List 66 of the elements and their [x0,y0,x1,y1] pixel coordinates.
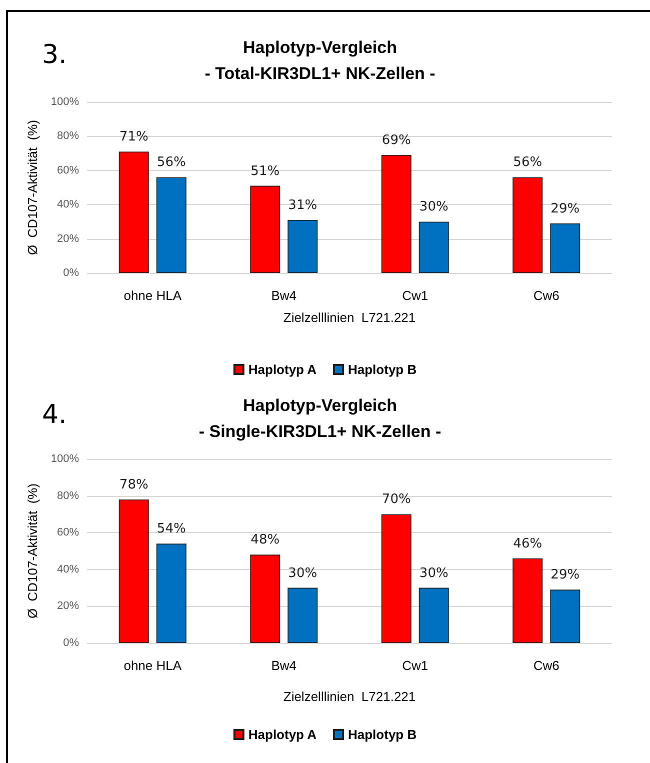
bar [550,590,580,643]
x-tick-label: Cw1 [402,288,428,303]
data-label: 71% [119,130,148,145]
data-label: 48% [250,532,280,548]
bar [381,155,412,273]
data-label: 29% [550,201,580,216]
data-label: 30% [419,200,448,215]
y-axis-title: Ø CD107-Aktivität (%) [25,483,40,619]
legend-label: Haplotyp A [248,727,318,742]
data-label: 29% [550,568,580,583]
bar [288,220,318,273]
data-label: 30% [419,566,448,581]
y-tick-label: 40% [56,198,80,211]
bar [118,152,149,273]
data-label: 78% [119,477,148,492]
chart-subtitle: - Total-KIR3DL1+ NK-Zellen - [204,64,436,83]
x-tick-label: Bw4 [271,658,297,673]
y-tick-label: 40% [56,563,80,576]
y-tick-label: 100% [50,453,80,465]
x-axis-title: Zielzelllinien L721.221 [283,689,416,704]
y-tick-label: 60% [56,526,80,539]
chart-subtitle: - Single-KIR3DL1+ NK-Zellen - [198,422,442,441]
data-label: 56% [513,155,542,170]
bar [156,544,186,643]
text: 3. [42,40,67,70]
x-tick-label: Bw4 [271,288,297,303]
data-label: 70% [382,492,411,508]
legend-label: Haplotyp B [348,362,417,377]
text: 4. [42,400,67,430]
bar [156,177,186,273]
bar [550,223,580,273]
bar [381,514,412,643]
chart-title: Haplotyp-Vergleich [243,38,397,57]
x-tick-label: Cw1 [402,658,428,673]
bar [512,177,543,273]
x-tick-label: Cw6 [533,288,560,303]
y-tick-label: 80% [56,490,80,502]
y-tick-label: 80% [56,130,80,142]
data-label: 69% [382,133,411,148]
chart-title: Haplotyp-Vergleich [243,396,397,415]
y-tick-label: 0% [63,267,80,279]
bar [512,558,543,643]
bar [250,186,280,273]
y-tick-label: 0% [63,637,80,649]
y-tick-label: 100% [50,96,80,108]
bar [418,588,449,643]
data-label: 54% [156,522,186,537]
bar [288,588,318,643]
data-label: 46% [513,536,542,552]
legend-label: Haplotyp B [348,727,417,742]
data-label: 31% [288,198,318,213]
x-axis-title: Zielzelllinien L721.221 [283,310,416,325]
bar [250,554,280,643]
y-tick-label: 20% [56,600,80,612]
x-tick-label: ohne HLA [124,288,182,303]
legend-label: Haplotyp A [248,362,318,377]
bar [418,222,449,273]
y-tick-label: 60% [56,164,80,176]
data-label: 30% [288,566,318,581]
bar [118,499,149,643]
y-axis-title: Ø CD107-Aktivität (%) [25,120,40,256]
y-tick-label: 20% [56,232,80,245]
x-tick-label: Cw6 [533,658,560,673]
x-tick-label: ohne HLA [124,658,182,673]
data-label: 51% [250,164,280,179]
data-label: 56% [156,155,186,170]
